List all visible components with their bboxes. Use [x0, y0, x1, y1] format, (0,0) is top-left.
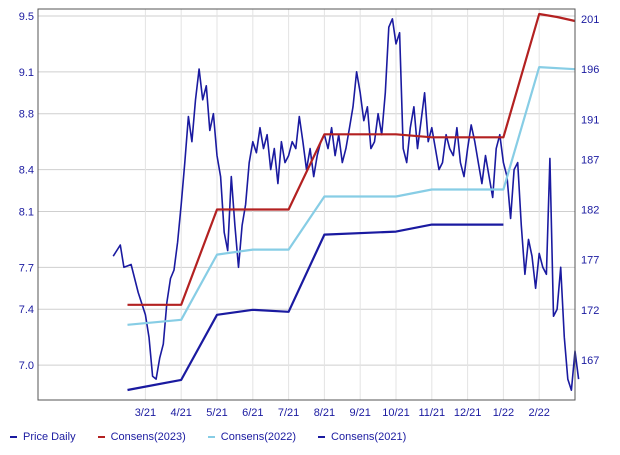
series-line-price-daily — [112, 18, 580, 391]
x-tick-label: 8/21 — [314, 407, 335, 419]
y-right-tick-label: 177 — [581, 255, 599, 267]
y-right-tick-label: 167 — [581, 355, 599, 367]
x-tick-label: 7/21 — [278, 407, 299, 419]
x-tick-label: 9/21 — [349, 407, 370, 419]
y-right-tick-label: 182 — [581, 205, 599, 217]
legend-item-price-daily: Price Daily — [10, 431, 76, 443]
legend-swatch-price-daily — [10, 436, 17, 438]
x-tick-label: 6/21 — [242, 407, 263, 419]
x-tick-label: 10/21 — [382, 407, 410, 419]
x-tick-label: 4/21 — [170, 407, 191, 419]
legend-item-consens-2022: Consens(2022) — [207, 431, 297, 443]
y-left-tick-label: 7.4 — [19, 304, 34, 316]
y-left-tick-label: 8.8 — [19, 109, 34, 121]
legend-item-consens-2021: Consens(2021) — [318, 431, 406, 443]
plot-frame — [37, 8, 576, 401]
y-left-tick-label: 9.1 — [19, 67, 34, 79]
legend: Price Daily Consens(2023) Consens(2022) … — [10, 428, 610, 446]
legend-swatch-consens-2023 — [97, 436, 105, 438]
legend-label-consens-2023: Consens(2023) — [110, 431, 186, 443]
x-tick-label: 12/21 — [454, 407, 482, 419]
plot-area — [38, 9, 575, 400]
y-left-tick-label: 7.0 — [19, 360, 34, 372]
x-tick-label: 2/22 — [528, 407, 549, 419]
y-left-tick-label: 7.7 — [19, 262, 34, 274]
y-right-tick-label: 191 — [581, 114, 599, 126]
y-right-tick-label: 172 — [581, 305, 599, 317]
y-left-tick-label: 8.4 — [19, 165, 34, 177]
legend-swatch-consens-2021 — [318, 436, 326, 438]
y-right-tick-label: 187 — [581, 154, 599, 166]
y-right-tick-label: 196 — [581, 64, 599, 76]
legend-label-price-daily: Price Daily — [23, 431, 76, 443]
y-right-tick-label: 201 — [581, 14, 599, 26]
x-tick-label: 5/21 — [206, 407, 227, 419]
y-left-tick-label: 8.1 — [19, 206, 34, 218]
series-line-consens-2021 — [127, 223, 504, 392]
x-tick-label: 3/21 — [135, 407, 156, 419]
legend-label-consens-2022: Consens(2022) — [220, 431, 297, 443]
series-line-consens-2022 — [127, 66, 576, 326]
x-tick-label: 1/22 — [493, 407, 514, 419]
legend-swatch-consens-2022 — [207, 436, 215, 438]
series-line-consens-2023 — [127, 12, 576, 306]
legend-label-consens-2021: Consens(2021) — [331, 431, 407, 443]
legend-item-consens-2023: Consens(2023) — [97, 431, 186, 443]
x-tick-label: 11/21 — [418, 407, 445, 419]
y-left-tick-label: 9.5 — [19, 11, 34, 23]
